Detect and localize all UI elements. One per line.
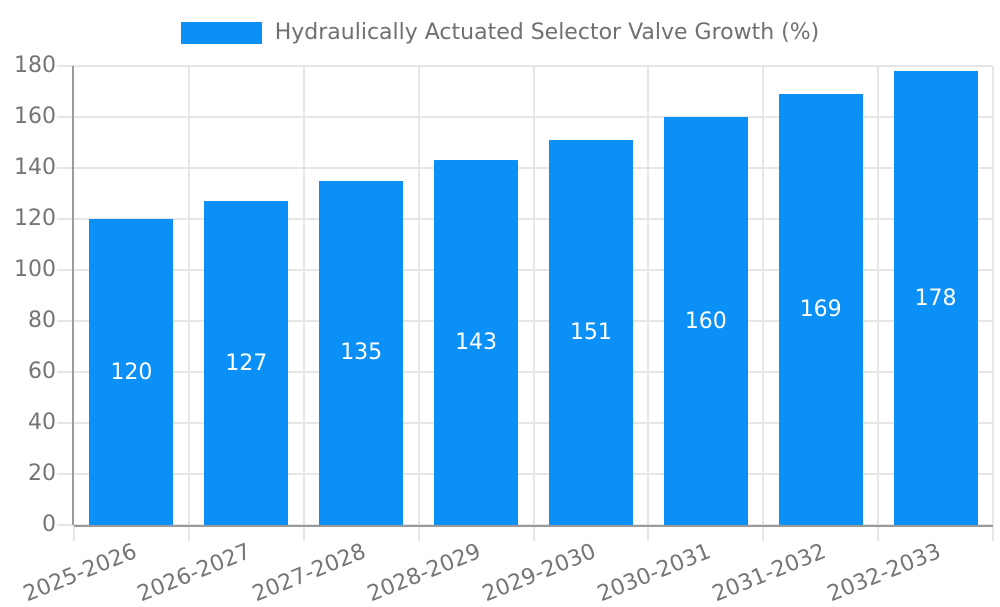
h-gridline <box>57 65 993 67</box>
x-axis-tick-label: 2032-2033 <box>823 539 945 607</box>
v-gridline <box>762 66 765 541</box>
bar: 160 <box>663 117 748 525</box>
y-axis-tick-label: 160 <box>14 104 56 129</box>
x-axis-tick-label: 2026-2027 <box>134 539 255 607</box>
bar: 143 <box>434 160 519 525</box>
chart-legend: Hydraulically Actuated Selector Valve Gr… <box>0 20 1000 45</box>
v-gridline <box>992 66 994 541</box>
bar-value-label: 120 <box>110 359 153 385</box>
y-axis-tick-label: 60 <box>28 359 56 384</box>
x-axis-tick-label: 2027-2028 <box>249 539 370 607</box>
h-gridline <box>57 269 993 271</box>
bar: 135 <box>319 180 404 525</box>
bar: 127 <box>204 201 289 525</box>
x-axis-tick-label: 2029-2030 <box>478 539 600 607</box>
x-axis-tick-label: 2025-2026 <box>19 539 141 607</box>
plot-area: 0 20 40 60 80 100 120 140 160 180 120 127 135 143 151 1… <box>14 55 994 607</box>
h-gridline <box>57 320 993 322</box>
bar: 120 <box>89 219 174 525</box>
y-axis-line <box>72 66 74 525</box>
y-axis-tick-label: 80 <box>28 308 56 333</box>
bar: 151 <box>548 139 633 525</box>
v-gridline <box>73 525 75 541</box>
v-gridline <box>187 66 190 541</box>
bar-value-label: 169 <box>799 297 842 323</box>
bar-value-label: 178 <box>914 285 957 311</box>
bar-value-label: 127 <box>225 350 268 376</box>
h-gridline <box>57 218 993 220</box>
v-gridline <box>417 66 420 541</box>
h-gridline <box>57 116 993 118</box>
x-axis-tick-label: 2031-2032 <box>708 539 830 607</box>
y-axis-tick-label: 0 <box>42 512 56 537</box>
bar-value-label: 135 <box>340 340 383 366</box>
h-gridline <box>57 371 993 373</box>
v-gridline <box>877 66 880 541</box>
bar-value-label: 143 <box>455 330 498 356</box>
y-axis-tick-label: 100 <box>14 257 56 282</box>
bar-value-label: 160 <box>684 308 727 334</box>
h-gridline <box>57 167 993 169</box>
x-axis-tick-label: 2030-2031 <box>593 539 715 607</box>
v-gridline <box>647 66 650 541</box>
bar: 169 <box>778 94 863 525</box>
y-axis-tick-label: 180 <box>14 53 56 78</box>
legend-label: Hydraulically Actuated Selector Valve Gr… <box>274 20 820 45</box>
x-axis-tick-label: 2028-2029 <box>364 539 485 607</box>
bar: 178 <box>893 71 978 525</box>
h-gridline <box>57 422 993 424</box>
bar-value-label: 151 <box>569 319 612 345</box>
v-gridline <box>532 66 535 541</box>
x-axis-line <box>74 525 993 527</box>
y-axis-tick-label: 20 <box>28 461 56 486</box>
h-gridline <box>57 473 993 475</box>
v-gridline <box>302 66 305 541</box>
y-axis-tick-label: 120 <box>14 206 56 231</box>
y-axis-tick-label: 40 <box>28 410 56 435</box>
legend-swatch-icon <box>180 21 262 44</box>
y-axis-tick-label: 140 <box>14 155 56 180</box>
